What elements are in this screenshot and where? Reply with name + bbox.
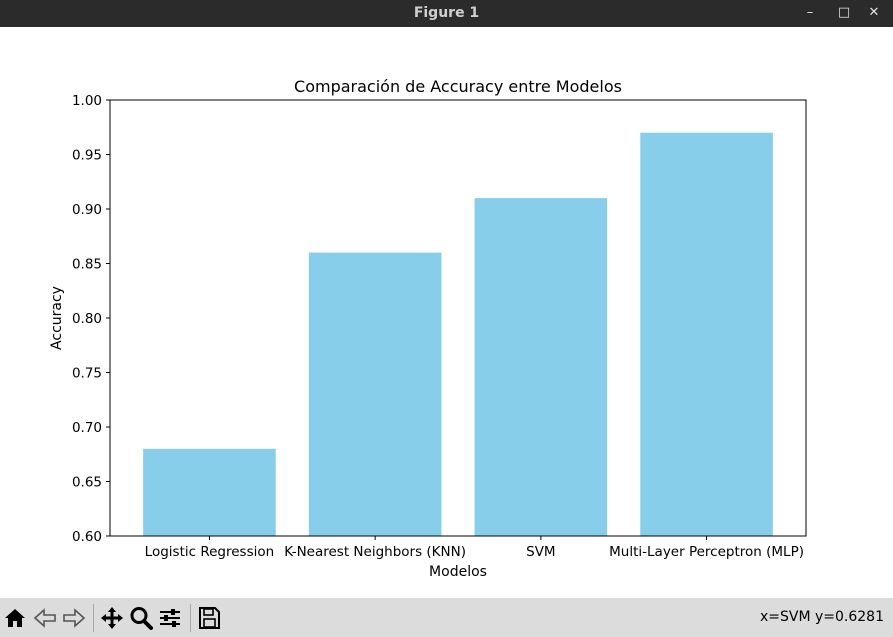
pan-button[interactable]	[99, 605, 125, 631]
sliders-icon	[160, 609, 180, 627]
y-tick-label: 0.60	[72, 529, 102, 545]
chart-title: Comparación de Accuracy entre Modelos	[294, 77, 622, 96]
bar-3	[640, 132, 773, 536]
bar-2	[474, 198, 608, 536]
bar-chart: 0.60 0.65 0.70 0.75 0.80 0.85 0.90 0.95 1.00 Log…	[49, 77, 807, 580]
y-tick-label: 0.85	[72, 257, 102, 273]
y-tick-label: 0.75	[72, 366, 102, 382]
navigation-toolbar: x=SVM y=0.6281	[0, 598, 893, 637]
minimize-button[interactable]: –	[806, 5, 814, 20]
x-axis-label: Modelos	[429, 564, 487, 580]
back-arrow-icon	[33, 608, 56, 628]
window-titlebar: Figure 1 – □ ✕	[0, 0, 893, 27]
window-title: Figure 1	[413, 5, 480, 21]
maximize-button[interactable]: □	[837, 5, 851, 20]
y-tick-label: 0.95	[72, 148, 102, 164]
save-icon	[199, 607, 220, 629]
move-icon	[101, 607, 123, 629]
bar-1	[308, 252, 442, 536]
cursor-coordinates: x=SVM y=0.6281	[759, 609, 884, 625]
x-tick-label: SVM	[526, 544, 555, 560]
toolbar-separator	[93, 604, 94, 632]
home-icon	[5, 609, 25, 627]
y-tick-label: 0.70	[72, 420, 102, 436]
x-tick-label: K-Nearest Neighbors (KNN)	[284, 544, 466, 560]
y-tick-label: 0.65	[72, 475, 102, 491]
bar-0	[143, 448, 276, 536]
forward-button[interactable]	[61, 605, 87, 631]
back-button[interactable]	[32, 605, 58, 631]
y-tick-label: 0.90	[72, 202, 102, 218]
close-button[interactable]: ✕	[868, 5, 880, 20]
y-tick-label: 0.80	[72, 311, 102, 327]
figure-canvas[interactable]: 0.60 0.65 0.70 0.75 0.80 0.85 0.90 0.95 1.00 Log…	[0, 27, 893, 598]
toolbar-separator	[190, 604, 191, 632]
configure-subplots-button[interactable]	[157, 605, 183, 631]
y-axis-label: Accuracy	[49, 286, 65, 350]
home-button[interactable]	[2, 605, 28, 631]
x-tick-label: Logistic Regression	[145, 544, 275, 560]
zoom-button[interactable]	[128, 605, 154, 631]
save-button[interactable]	[196, 605, 222, 631]
zoom-icon	[130, 607, 153, 630]
x-tick-label: Multi-Layer Perceptron (MLP)	[609, 544, 804, 560]
y-tick-label: 1.00	[72, 93, 102, 109]
forward-arrow-icon	[63, 608, 86, 628]
